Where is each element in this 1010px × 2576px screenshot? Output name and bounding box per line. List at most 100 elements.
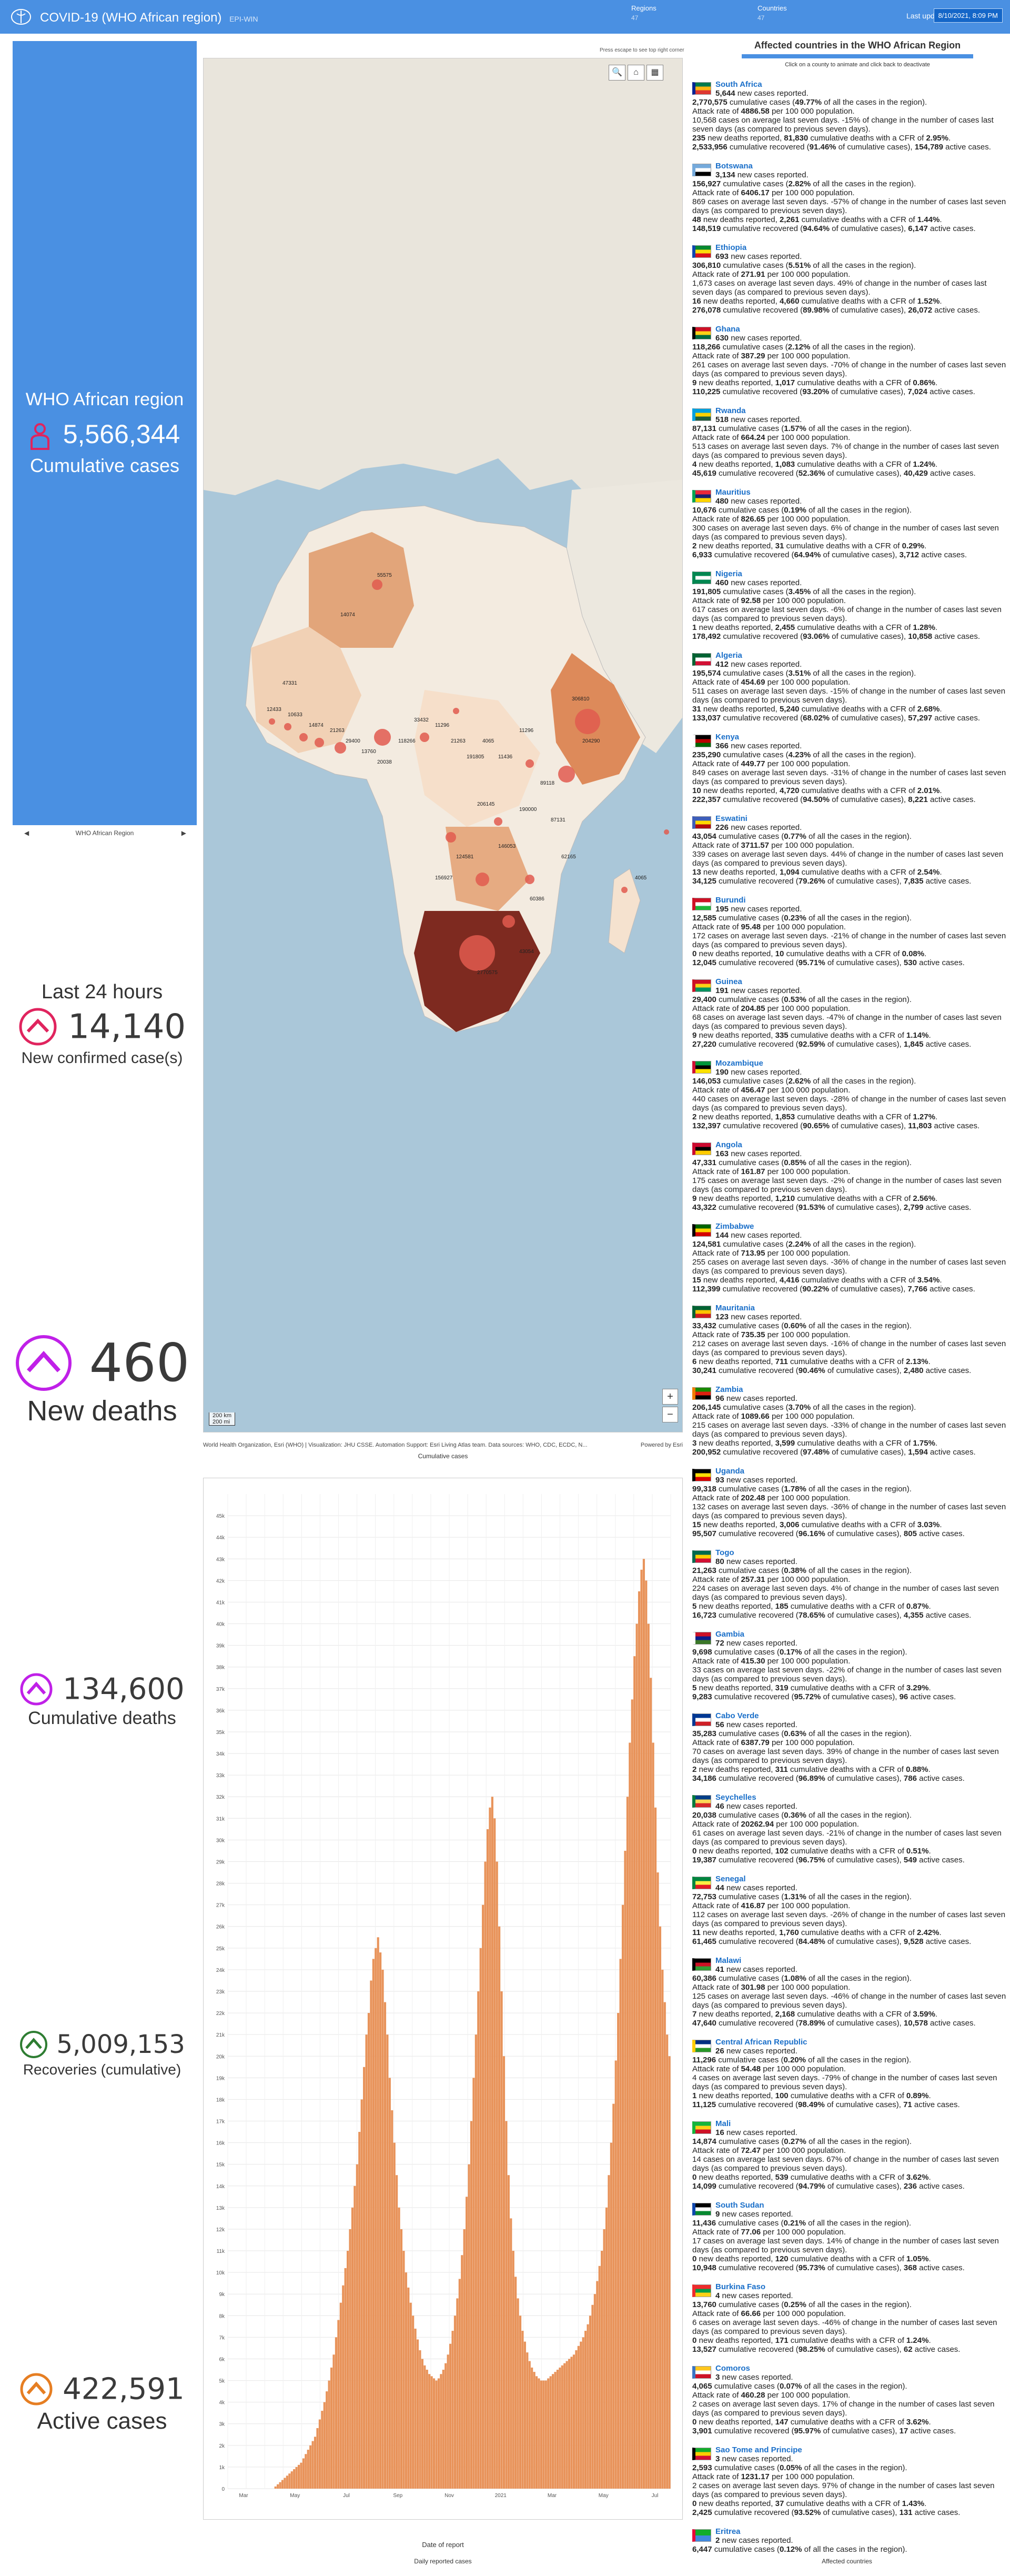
country-name[interactable]: Ghana xyxy=(715,325,740,334)
recovered-percent: 98.25% xyxy=(798,2345,825,2354)
cum-deaths-value: 134,600 xyxy=(63,1672,185,1707)
country-deaths: 5 new deaths reported, 185 cumulative de… xyxy=(692,1602,931,1611)
country-deaths: 235 new deaths reported, 81,830 cumulati… xyxy=(692,134,951,143)
country-name[interactable]: Sao Tome and Principe xyxy=(715,2445,802,2454)
chart-bar xyxy=(309,2445,312,2489)
cumulative-percent: 0.36% xyxy=(784,1811,806,1820)
chart-bar xyxy=(386,2034,389,2489)
chart-y-tick-label: 36k xyxy=(216,1708,225,1714)
recovered-count: 34,186 xyxy=(692,1774,716,1783)
country-entry[interactable]: Seychelles 46 new cases reported. 20,038 c… xyxy=(692,1793,1008,1875)
new-deaths-count: 235 xyxy=(692,134,706,143)
next-arrow-icon[interactable]: ▶ xyxy=(181,829,186,837)
chart-bar xyxy=(659,1926,661,2489)
country-entry[interactable]: Mozambique 190 new cases reported. 146,053… xyxy=(692,1059,1008,1140)
country-entry[interactable]: Ethiopia 693 new cases reported. 306,810 c… xyxy=(692,243,1008,325)
active-count: 17 xyxy=(899,2427,908,2435)
country-name[interactable]: Botswana xyxy=(715,162,753,171)
cases-map[interactable]: 55575 14074 47331 12433 10633 14874 21263 29400… xyxy=(203,58,683,1432)
attack-rate: 257.31 xyxy=(741,1575,765,1584)
country-name[interactable]: Rwanda xyxy=(715,406,746,415)
country-entry[interactable]: Uganda 93 new cases reported. 99,318 cumul… xyxy=(692,1467,1008,1548)
country-name[interactable]: South Africa xyxy=(715,80,762,89)
country-entry[interactable]: Rwanda 518 new cases reported. 87,131 cumu… xyxy=(692,406,1008,488)
chart-y-tick-label: 32k xyxy=(216,1795,225,1800)
country-entry[interactable]: Eswatini 226 new cases reported. 43,054 cu… xyxy=(692,814,1008,896)
country-name[interactable]: Mozambique xyxy=(715,1059,763,1068)
country-entry[interactable]: Zambia 96 new cases reported. 206,145 cumu… xyxy=(692,1385,1008,1467)
country-entry[interactable]: Senegal 44 new cases reported. 72,753 cumu… xyxy=(692,1875,1008,1956)
country-entry[interactable]: Central African Republic 26 new cases rep… xyxy=(692,2038,1008,2119)
attack-rate: 713.95 xyxy=(741,1249,765,1258)
country-name[interactable]: Senegal xyxy=(715,1875,746,1883)
country-entry[interactable]: Kenya 366 new cases reported. 235,290 cumu… xyxy=(692,733,1008,814)
country-name[interactable]: Eswatini xyxy=(715,814,748,823)
country-name[interactable]: Nigeria xyxy=(715,569,742,578)
country-entry[interactable]: Zimbabwe 144 new cases reported. 124,581 c… xyxy=(692,1222,1008,1304)
country-name[interactable]: Eritrea xyxy=(715,2527,741,2536)
country-entry[interactable]: Comoros 3 new cases reported. 4,065 cumula… xyxy=(692,2364,1008,2445)
country-name[interactable]: Kenya xyxy=(715,733,740,741)
active-count: 7,766 xyxy=(907,1285,927,1294)
country-entry[interactable]: Malawi 41 new cases reported. 60,386 cumul… xyxy=(692,1956,1008,2038)
country-name[interactable]: Angola xyxy=(715,1140,742,1149)
country-entry[interactable]: Togo 80 new cases reported. 21,263 cumulat… xyxy=(692,1548,1008,1630)
country-name[interactable]: Mauritania xyxy=(715,1304,755,1312)
country-entry[interactable]: Burkina Faso 4 new cases reported. 13,760 … xyxy=(692,2282,1008,2364)
new-deaths-count: 9 xyxy=(692,378,697,387)
chart-bar xyxy=(523,2341,526,2489)
chart-bar xyxy=(561,2365,563,2489)
country-entry[interactable]: Mali 16 new cases reported. 14,874 cumulat… xyxy=(692,2119,1008,2201)
country-entry[interactable]: Nigeria 460 new cases reported. 191,805 cu… xyxy=(692,569,1008,651)
country-entry[interactable]: Ghana 630 new cases reported. 118,266 cumu… xyxy=(692,325,1008,406)
chart-bar xyxy=(614,2060,617,2489)
country-entry[interactable]: South Africa 5,644 new cases reported. 2,7… xyxy=(692,80,1008,162)
country-entry[interactable]: Angola 163 new cases reported. 47,331 cumu… xyxy=(692,1140,1008,1222)
country-name[interactable]: Togo xyxy=(715,1548,734,1557)
zoom-in-button[interactable]: + xyxy=(662,1389,678,1405)
countries-panel-footer: Affected countries xyxy=(822,2558,872,2565)
country-entry[interactable]: South Sudan 9 new cases reported. 11,436 c… xyxy=(692,2201,1008,2282)
country-name[interactable]: Guinea xyxy=(715,977,742,986)
country-name[interactable]: Algeria xyxy=(715,651,742,660)
country-name[interactable]: Zimbabwe xyxy=(715,1222,754,1231)
country-name[interactable]: South Sudan xyxy=(715,2201,764,2210)
zoom-out-button[interactable]: − xyxy=(662,1407,678,1422)
country-entry[interactable]: Cabo Verde 56 new cases reported. 35,283 c… xyxy=(692,1711,1008,1793)
prev-arrow-icon[interactable]: ◀ xyxy=(24,829,29,837)
country-entry[interactable]: Mauritius 480 new cases reported. 10,676 c… xyxy=(692,488,1008,569)
new-cases-count: 9 xyxy=(715,2210,720,2219)
country-name[interactable]: Comoros xyxy=(715,2364,750,2373)
cfr-value: 0.08% xyxy=(902,949,925,958)
home-button[interactable]: ⌂ xyxy=(628,65,644,81)
country-name[interactable]: Uganda xyxy=(715,1467,745,1476)
search-button[interactable]: 🔍 xyxy=(609,65,625,81)
case-bubbles[interactable] xyxy=(269,579,669,971)
country-entry[interactable]: Burundi 195 new cases reported. 12,585 cum… xyxy=(692,896,1008,977)
case-bubble xyxy=(299,733,308,741)
country-name[interactable]: Central African Republic xyxy=(715,2038,807,2047)
recovered-count: 47,640 xyxy=(692,2019,716,2028)
country-entry[interactable]: Eritrea 2 new cases reported. 6,447 cumula… xyxy=(692,2527,1008,2559)
country-entry[interactable]: Sao Tome and Principe 3 new cases reporte… xyxy=(692,2445,1008,2527)
case-bubble xyxy=(374,729,391,746)
recoveries-value: 5,009,153 xyxy=(56,2030,185,2059)
country-name[interactable]: Mauritius xyxy=(715,488,751,497)
country-name[interactable]: Ethiopia xyxy=(715,243,747,252)
country-name[interactable]: Malawi xyxy=(715,1956,742,1965)
country-name[interactable]: Mali xyxy=(715,2119,731,2128)
country-name[interactable]: Burkina Faso xyxy=(715,2282,766,2291)
basemap-button[interactable]: ▦ xyxy=(647,65,663,81)
country-name[interactable]: Cabo Verde xyxy=(715,1711,759,1720)
map-canvas[interactable]: 5557514074473311243310633148742126329400… xyxy=(204,58,683,1432)
country-name[interactable]: Zambia xyxy=(715,1385,743,1394)
country-entry[interactable]: Algeria 412 new cases reported. 195,574 cu… xyxy=(692,651,1008,733)
country-entry[interactable]: Guinea 191 new cases reported. 29,400 cumu… xyxy=(692,977,1008,1059)
country-entry[interactable]: Gambia 72 new cases reported. 9,698 cumula… xyxy=(692,1630,1008,1711)
country-name[interactable]: Gambia xyxy=(715,1630,745,1639)
country-name[interactable]: Burundi xyxy=(715,896,746,905)
country-entry[interactable]: Mauritania 123 new cases reported. 33,432 … xyxy=(692,1304,1008,1385)
country-name[interactable]: Seychelles xyxy=(715,1793,756,1802)
cumulative-percent: 5.51% xyxy=(788,261,811,270)
country-entry[interactable]: Botswana 3,134 new cases reported. 156,927… xyxy=(692,162,1008,243)
